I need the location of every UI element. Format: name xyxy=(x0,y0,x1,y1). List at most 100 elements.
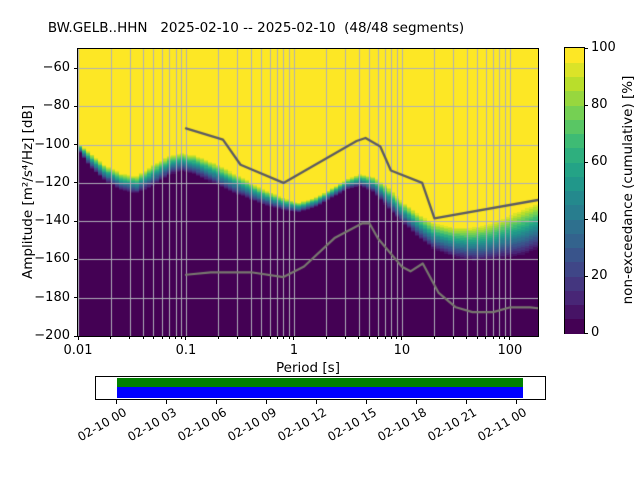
x-major-tick-mark xyxy=(77,336,79,340)
y-tick-mark xyxy=(74,297,78,299)
x-tick-label: 0.01 xyxy=(63,343,93,358)
x-minor-tick-mark xyxy=(492,336,494,339)
colorbar-tick-mark xyxy=(584,332,588,334)
x-minor-tick-mark xyxy=(344,336,346,339)
x-minor-tick-mark xyxy=(358,336,360,339)
timeline-tick-mark xyxy=(516,400,518,404)
colorbar-tick-label: 0 xyxy=(591,325,600,340)
x-major-tick-mark xyxy=(293,336,295,340)
y-tick-mark xyxy=(74,144,78,146)
x-minor-tick-mark xyxy=(396,336,398,339)
colorbar-tick-mark xyxy=(584,218,588,220)
timeline-tick-label: 02-10 15 xyxy=(324,405,379,445)
timeline-tick-label: 02-10 18 xyxy=(374,405,429,445)
colorbar-step xyxy=(565,48,584,63)
colorbar-step xyxy=(565,76,584,92)
x-minor-tick-mark xyxy=(368,336,370,339)
colorbar-step xyxy=(565,162,584,177)
x-tick-label: 100 xyxy=(497,343,523,358)
x-minor-tick-mark xyxy=(476,336,478,339)
y-tick-label: −160 xyxy=(34,251,70,267)
x-minor-tick-mark xyxy=(260,336,262,339)
y-tick-mark xyxy=(74,335,78,337)
colorbar-tick-label: 40 xyxy=(591,211,608,226)
x-minor-tick-mark xyxy=(142,336,144,339)
x-major-tick-mark xyxy=(185,336,187,340)
plot-area xyxy=(77,48,539,337)
y-tick-mark xyxy=(74,67,78,69)
colorbar-step xyxy=(565,105,584,120)
colorbar xyxy=(564,47,585,334)
y-tick-label: −180 xyxy=(34,289,70,305)
x-minor-tick-mark xyxy=(129,336,131,339)
x-tick-label: 0.1 xyxy=(175,343,197,358)
y-tick-mark xyxy=(74,220,78,222)
colorbar-step xyxy=(565,90,584,106)
x-minor-tick-mark xyxy=(498,336,500,339)
timeline-tick-mark xyxy=(416,400,418,404)
timeline-tick-label: 02-10 12 xyxy=(274,405,329,445)
x-minor-tick-mark xyxy=(180,336,182,339)
colorbar-step xyxy=(565,276,584,291)
x-minor-tick-mark xyxy=(288,336,290,339)
colorbar-step xyxy=(565,204,584,220)
x-minor-tick-mark xyxy=(377,336,379,339)
colorbar-step xyxy=(565,318,584,334)
colorbar-step xyxy=(565,219,584,234)
timeline-tick-label: 02-11 00 xyxy=(474,405,529,445)
timeline-tick-mark xyxy=(116,400,118,404)
timeline-tick-label: 02-10 03 xyxy=(124,405,179,445)
y-tick-label: −120 xyxy=(34,174,70,190)
x-axis-label: Period [s] xyxy=(276,360,340,376)
timeline-tick-mark xyxy=(266,400,268,404)
x-minor-tick-mark xyxy=(384,336,386,339)
x-minor-tick-mark xyxy=(175,336,176,339)
timeline-tick-label: 02-10 09 xyxy=(224,405,279,445)
colorbar-tick-label: 60 xyxy=(591,154,608,169)
timeline-tick-mark xyxy=(316,400,318,404)
colorbar-tick-mark xyxy=(584,47,588,49)
x-major-tick-mark xyxy=(509,336,511,340)
colorbar-step xyxy=(565,147,584,163)
y-tick-label: −140 xyxy=(34,213,70,229)
y-tick-label: −200 xyxy=(34,328,70,343)
y-tick-mark xyxy=(74,182,78,184)
x-tick-label: 1 xyxy=(289,343,299,358)
timeline-tick-mark xyxy=(166,400,168,404)
colorbar-tick-label: 20 xyxy=(591,268,608,283)
figure-title: BW.GELB..HHN 2025-02-10 -- 2025-02-10 (4… xyxy=(47,20,465,36)
colorbar-label: non-exceedance (cumulative) [%] xyxy=(620,75,636,305)
colorbar-step xyxy=(565,290,584,305)
x-minor-tick-mark xyxy=(217,336,219,339)
colorbar-step xyxy=(565,133,584,149)
colorbar-step xyxy=(565,261,584,277)
x-tick-label: 10 xyxy=(393,343,411,358)
x-minor-tick-mark xyxy=(168,336,170,339)
timeline-data-fill-green xyxy=(116,378,523,387)
colorbar-tick-mark xyxy=(584,104,588,106)
colorbar-step xyxy=(565,247,584,263)
colorbar-tick-mark xyxy=(584,275,588,277)
x-minor-tick-mark xyxy=(236,336,238,339)
y-tick-mark xyxy=(74,105,78,107)
x-minor-tick-mark xyxy=(504,336,506,339)
colorbar-step xyxy=(565,304,584,320)
x-minor-tick-mark xyxy=(152,336,154,339)
ppsd-heatmap-canvas xyxy=(78,49,538,336)
x-minor-tick-mark xyxy=(325,336,327,339)
x-minor-tick-mark xyxy=(452,336,454,339)
x-minor-tick-mark xyxy=(161,336,163,339)
timeline-segments-fill-blue xyxy=(116,387,523,398)
y-tick-mark xyxy=(74,258,78,260)
x-minor-tick-mark xyxy=(282,336,284,339)
colorbar-step xyxy=(565,233,584,248)
colorbar-step xyxy=(565,62,584,77)
timeline-tick-mark xyxy=(216,400,218,404)
x-minor-tick-mark xyxy=(390,336,392,339)
x-minor-tick-mark xyxy=(466,336,468,339)
x-major-tick-mark xyxy=(401,336,403,340)
y-tick-label: −100 xyxy=(34,136,70,152)
x-minor-tick-mark xyxy=(250,336,252,339)
x-minor-tick-mark xyxy=(433,336,435,339)
colorbar-step xyxy=(565,119,584,134)
